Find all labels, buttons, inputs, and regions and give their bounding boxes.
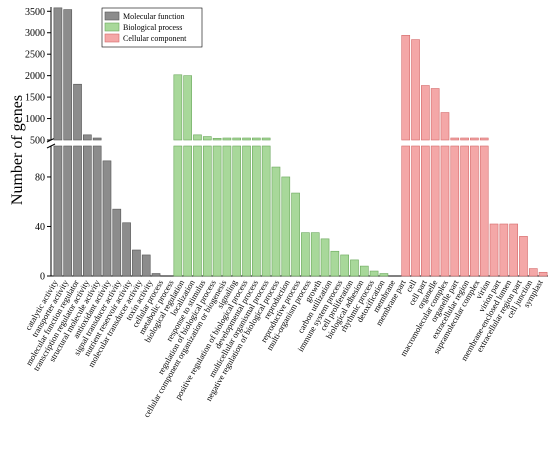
bar-upper	[83, 134, 92, 141]
bar	[92, 145, 102, 277]
bar-upper	[440, 112, 450, 141]
bar	[460, 145, 469, 277]
legend-swatch	[104, 22, 120, 32]
bar	[261, 145, 271, 277]
bar	[401, 145, 411, 277]
bar	[252, 145, 261, 277]
bar	[242, 145, 251, 277]
bar	[291, 192, 300, 277]
bar-upper	[173, 74, 183, 141]
y-tick-label: 80	[35, 172, 45, 183]
bar	[411, 145, 420, 277]
legend-label: Cellular component	[123, 34, 187, 43]
bar-upper	[401, 35, 411, 141]
bar	[63, 145, 73, 277]
bar	[112, 208, 122, 277]
bar-upper	[411, 39, 420, 141]
bar	[350, 259, 359, 277]
y-tick-label: 0	[40, 272, 45, 283]
bar	[340, 254, 349, 277]
bar	[369, 270, 379, 277]
bar-upper	[252, 137, 261, 141]
bar	[73, 145, 82, 277]
bar-upper	[183, 75, 192, 141]
bar	[53, 145, 63, 277]
bar	[470, 145, 479, 277]
bar	[122, 222, 131, 277]
bar-upper	[73, 83, 82, 141]
bar-upper	[92, 137, 102, 141]
bar-upper	[232, 137, 242, 141]
bar	[489, 223, 499, 277]
bar	[271, 166, 281, 277]
bar	[132, 249, 141, 277]
legend-swatch	[104, 33, 120, 43]
bar	[528, 268, 538, 277]
bar-upper	[202, 136, 212, 141]
bar	[440, 145, 450, 277]
bar	[173, 145, 183, 277]
bar-upper	[63, 9, 73, 141]
bar-upper	[479, 137, 489, 141]
bar-upper	[222, 137, 232, 141]
bar-upper	[450, 137, 460, 141]
bar	[538, 271, 548, 277]
legend: Molecular function Biological process Cell…	[101, 7, 203, 48]
bar	[202, 145, 212, 277]
bar-upper	[430, 88, 440, 141]
axis-break-mark	[46, 143, 56, 149]
bar-upper	[421, 85, 430, 141]
y-tick-label: 2000	[25, 71, 45, 82]
bar-upper	[460, 137, 469, 141]
bar	[320, 238, 330, 277]
y-tick-label: 1500	[25, 93, 45, 104]
bar	[379, 273, 389, 277]
bar	[151, 273, 161, 277]
bar	[519, 236, 528, 277]
bar	[83, 145, 92, 277]
bar	[310, 232, 320, 277]
bar	[421, 145, 430, 277]
bars	[53, 7, 548, 277]
bar	[509, 223, 518, 277]
legend-label: Biological process	[123, 23, 182, 32]
bar	[450, 145, 460, 277]
bar	[183, 145, 192, 277]
bar	[479, 145, 489, 277]
y-axis-label: Number of genes	[9, 95, 26, 205]
bar	[212, 145, 222, 277]
bar	[281, 176, 291, 277]
bar-upper	[261, 137, 271, 141]
bar	[430, 145, 440, 277]
y-tick-label: 3000	[25, 28, 45, 39]
bar	[141, 254, 151, 277]
bar	[359, 265, 369, 277]
y-tick-label: 1000	[25, 114, 45, 125]
bar	[232, 145, 242, 277]
bar-upper	[53, 7, 63, 141]
y-tick-label: 500	[30, 136, 45, 147]
bar	[222, 145, 232, 277]
y-tick-label: 2500	[25, 50, 45, 61]
bar-upper	[212, 137, 222, 141]
bar	[193, 145, 202, 277]
bar	[301, 232, 310, 277]
bar-upper	[242, 137, 251, 141]
legend-label: Molecular function	[123, 12, 185, 21]
y-tick-label: 3500	[25, 7, 45, 18]
bar	[499, 223, 509, 277]
y-tick-label: 40	[35, 222, 45, 233]
bar-upper	[193, 134, 202, 141]
bar	[102, 160, 112, 277]
bar-upper	[470, 137, 479, 141]
legend-swatch	[104, 11, 120, 21]
bar	[330, 250, 340, 277]
